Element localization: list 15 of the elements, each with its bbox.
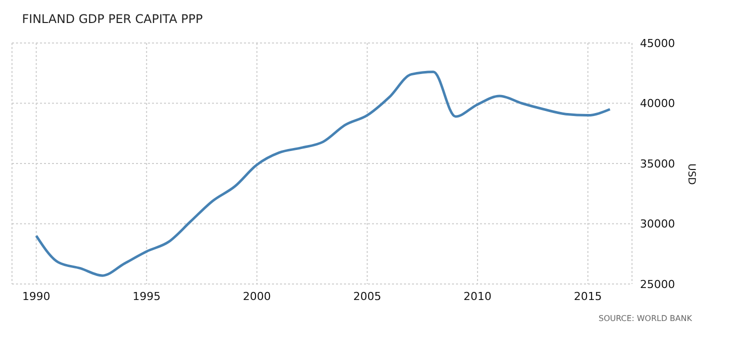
y-tick-label: 45000 [640,36,675,50]
y-tick-label: 40000 [640,97,675,110]
y-axis-title: USD [685,164,696,186]
source-note: SOURCE: WORLD BANK [598,314,692,323]
line-series [35,70,612,277]
x-tick-label: 2015 [574,290,602,303]
y-tick-label: 30000 [640,218,675,231]
y-tick-label: 35000 [640,157,675,170]
y-tick-label: 25000 [640,278,675,291]
x-tick-label: 1995 [132,290,161,303]
x-tick-label: 2005 [353,290,382,303]
x-tick-label: 2000 [242,290,271,303]
x-tick-label: 1990 [22,290,50,303]
chart-title: FINLAND GDP PER CAPITA PPP [22,12,203,26]
x-tick-label: 2010 [464,290,492,303]
